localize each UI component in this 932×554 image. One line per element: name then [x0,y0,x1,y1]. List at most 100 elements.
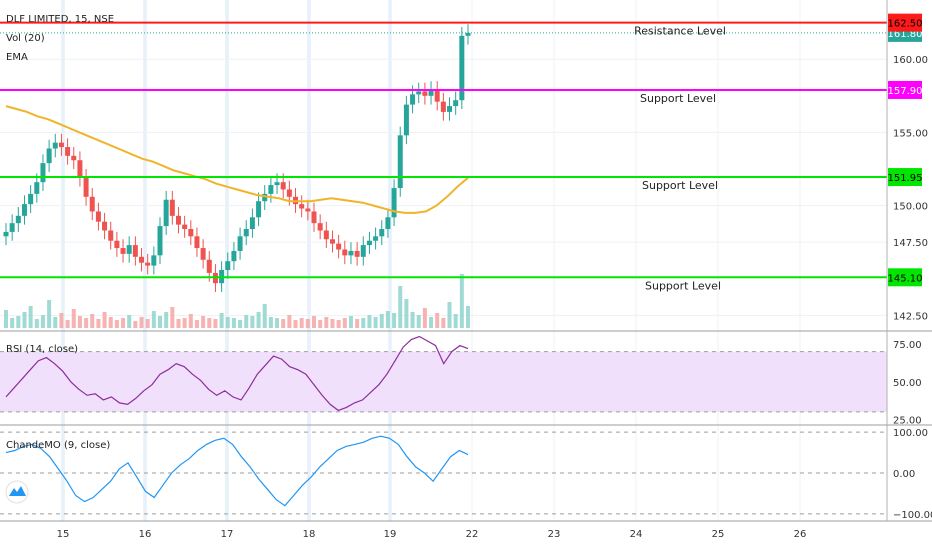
volume-bar [460,274,464,328]
candle-body[interactable] [53,143,58,149]
candle-body[interactable] [318,223,323,230]
candle-body[interactable] [416,91,421,94]
candle-body[interactable] [231,251,236,261]
candle-body[interactable] [385,217,390,229]
candle-body[interactable] [361,245,366,257]
candle-body[interactable] [194,236,199,248]
candle-body[interactable] [4,232,9,236]
candle-body[interactable] [268,185,273,194]
level-label[interactable]: Resistance Level [634,25,726,38]
candle-body[interactable] [305,209,310,212]
candle-body[interactable] [201,248,206,260]
candle-body[interactable] [207,260,212,273]
candle-body[interactable] [145,263,150,266]
level-label[interactable]: Support Level [642,179,718,192]
candle-body[interactable] [133,245,138,257]
candle-body[interactable] [262,194,267,201]
level-label[interactable]: Support Level [640,92,716,105]
candle-body[interactable] [22,204,27,216]
volume-bar [417,315,421,328]
volume-bar [324,317,328,328]
candle-body[interactable] [275,182,280,185]
candle-body[interactable] [65,147,70,156]
volume-bar [257,312,261,328]
volume-bar [238,320,242,328]
volume-bar [404,299,408,328]
candle-body[interactable] [379,229,384,236]
level-label[interactable]: Support Level [645,279,721,292]
candle-body[interactable] [121,248,126,254]
candle-body[interactable] [330,239,335,243]
candle-body[interactable] [422,91,427,95]
candle-body[interactable] [170,200,175,216]
candle-body[interactable] [355,251,360,257]
candle-body[interactable] [447,106,452,112]
candle-body[interactable] [225,261,230,270]
candle-body[interactable] [127,245,132,254]
candle-body[interactable] [16,216,21,223]
candle-body[interactable] [10,223,15,232]
volume-bar [59,313,63,328]
candle-body[interactable] [336,244,341,250]
candle-body[interactable] [77,160,82,178]
candle-body[interactable] [34,182,39,194]
volume-legend[interactable]: Vol (20) [6,33,45,44]
candle-body[interactable] [398,135,403,188]
candle-body[interactable] [244,229,249,236]
candle-body[interactable] [96,211,101,221]
candle-body[interactable] [281,182,286,189]
candle-body[interactable] [176,216,181,225]
candle-body[interactable] [373,236,378,240]
cmo-axis-tick-label: −100.00 [893,510,932,521]
candle-body[interactable] [114,241,119,248]
candle-body[interactable] [158,226,163,255]
session-break-shading [307,0,311,521]
level-price-label: 157.90 [888,86,923,97]
candle-body[interactable] [59,143,64,147]
candle-body[interactable] [139,257,144,263]
candle-body[interactable] [312,211,317,223]
candle-body[interactable] [108,230,113,240]
time-axis-tick-label: 15 [57,529,70,540]
cmo-legend[interactable]: ChandeMO (9, close) [6,440,110,451]
candle-body[interactable] [392,188,397,217]
candle-body[interactable] [102,222,107,231]
candle-body[interactable] [28,194,33,204]
candle-body[interactable] [287,189,292,196]
rsi-legend[interactable]: RSI (14, close) [6,344,78,355]
candle-body[interactable] [90,197,95,212]
volume-bar [90,314,94,328]
volume-bar [189,314,193,328]
candle-body[interactable] [342,250,347,256]
candle-body[interactable] [238,236,243,251]
candle-body[interactable] [71,156,76,160]
candle-body[interactable] [151,255,156,265]
candle-body[interactable] [410,94,415,104]
candle-body[interactable] [299,204,304,208]
volume-bar [164,312,168,328]
price-axis-tick-label: 150.00 [893,202,928,213]
time-axis-tick-label: 18 [303,529,316,540]
tradingview-logo-icon[interactable] [6,481,28,503]
volume-bar [201,316,205,328]
level-price-label: 151.95 [888,173,923,184]
candle-body[interactable] [182,225,187,229]
candle-body[interactable] [40,163,45,182]
candle-body[interactable] [453,100,458,106]
candle-body[interactable] [404,105,409,136]
candle-body[interactable] [84,178,89,197]
candle-body[interactable] [435,90,440,102]
ema-legend[interactable]: EMA [6,52,28,63]
candle-body[interactable] [348,251,353,255]
candle-body[interactable] [250,217,255,229]
symbol-title[interactable]: DLF LIMITED, 15, NSE [6,14,114,25]
candle-body[interactable] [164,200,169,226]
candle-body[interactable] [367,241,372,245]
time-axis-tick-label: 19 [384,529,397,540]
candle-body[interactable] [324,230,329,239]
candle-body[interactable] [188,229,193,236]
candle-body[interactable] [441,102,446,112]
candle-body[interactable] [256,201,261,217]
candle-body[interactable] [47,149,52,164]
